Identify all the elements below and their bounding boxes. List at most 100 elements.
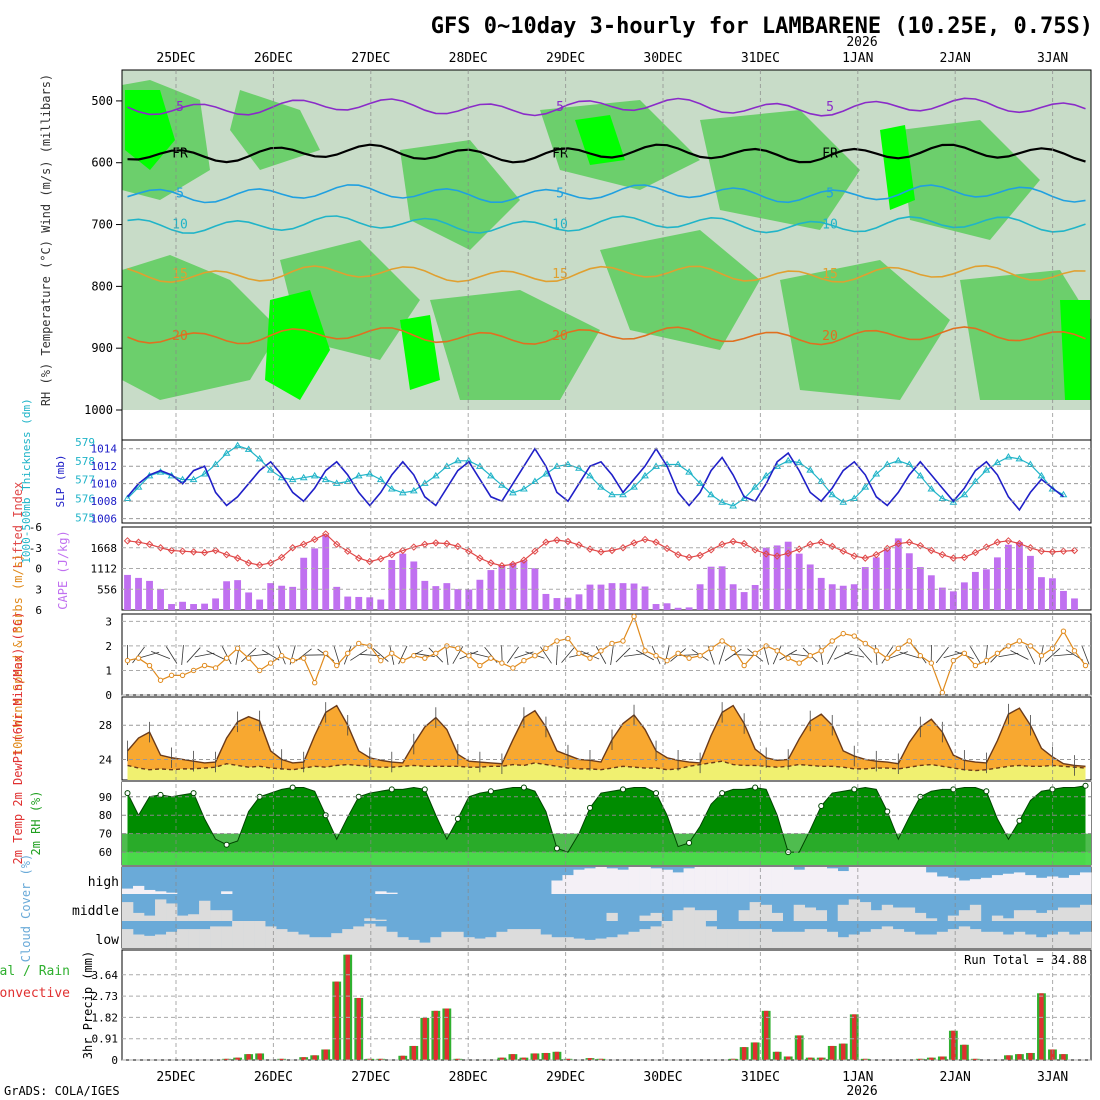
cloud-clear-cell <box>925 918 938 921</box>
cloud-clear-cell <box>881 867 894 894</box>
cloud-clear-cell <box>782 931 794 948</box>
wind-speed-line <box>127 614 1086 695</box>
wind-barb <box>1053 653 1074 657</box>
wind-barb <box>595 646 607 664</box>
cloud-clear-cell <box>551 880 563 894</box>
cloud-clear-cell <box>969 904 982 921</box>
wind-tick-label: 3 <box>105 615 112 628</box>
cape-bar <box>971 571 979 610</box>
cape-ylabel: CAPE (J/kg) <box>56 530 70 609</box>
wind-speed-marker <box>168 672 175 679</box>
cloud-clear-cell <box>694 921 706 948</box>
cloud-clear-cell <box>1079 904 1092 921</box>
rh-area-7 <box>600 230 760 350</box>
wind-speed-marker <box>135 655 142 661</box>
precip-convective-bar <box>940 1056 945 1060</box>
precip-convective-bar <box>808 1057 813 1060</box>
wind-barb <box>724 648 742 662</box>
surface-gap <box>122 410 1091 440</box>
rh-bright-area-1 <box>265 290 330 400</box>
cloud-clear-cell <box>859 931 872 948</box>
wind-speed-marker <box>884 655 890 661</box>
cloud-clear-cell <box>694 910 706 921</box>
li-marker <box>872 550 880 559</box>
li-marker <box>299 540 308 548</box>
li-marker <box>740 539 748 548</box>
cape-bar <box>542 593 550 610</box>
li-marker <box>982 543 991 551</box>
cloud-clear-cell <box>243 921 255 948</box>
isotherm-line-2 <box>127 184 1086 204</box>
wind-speed-marker <box>983 657 990 664</box>
li-marker <box>773 552 781 560</box>
cloud-clear-cell <box>199 929 211 948</box>
rh2m-marker <box>289 784 296 791</box>
rh2m-marker <box>653 790 660 797</box>
upper-air-panel: 5 5 5 FR FR FR 5 5 5 10 10 10 15 15 15 20 20 20 500 600 700 8… <box>39 69 1092 441</box>
cloud-clear-cell <box>683 868 695 894</box>
cape-bar <box>465 589 473 610</box>
wind-barb <box>789 653 810 657</box>
cape-bar <box>509 562 517 610</box>
wind-barb <box>540 646 552 664</box>
li-marker <box>454 542 462 551</box>
cape-bar <box>916 567 924 610</box>
li-marker <box>244 559 253 567</box>
cloud-clear-cell <box>760 867 772 894</box>
cloud-clear-cell <box>133 885 145 894</box>
cloud-clear-cell <box>155 891 167 894</box>
wind-barb <box>414 653 435 657</box>
cloud-clear-cell <box>584 939 596 948</box>
rh2m-marker <box>157 791 164 798</box>
li-marker <box>156 544 165 552</box>
cloud-clear-cell <box>694 867 706 894</box>
isotherm-label-0-2: 5 <box>826 100 834 115</box>
cloud-clear-cell <box>903 931 916 948</box>
thickness-tick-label: 575 <box>75 511 95 524</box>
cloud-clear-cell <box>1024 934 1037 948</box>
day-label-bottom: 1JAN <box>842 1070 873 1085</box>
cape-bar <box>608 583 616 610</box>
wind-speed-marker <box>1071 648 1078 654</box>
wind-tick-label: 1 <box>105 664 112 677</box>
li-marker <box>905 538 914 546</box>
wind-speed-marker <box>609 640 615 647</box>
cloud-clear-cell <box>749 902 761 921</box>
wind-speed-marker <box>730 645 736 652</box>
cloud-clear-cell <box>1002 918 1015 921</box>
cloud-clear-cell <box>793 869 806 894</box>
wind-speed-marker <box>433 650 439 656</box>
thickness-tick-label: 576 <box>75 492 95 505</box>
wind-ylabel: 10m Wind Speed & Barbs (m/s) <box>11 554 25 756</box>
wind-barb <box>969 646 981 664</box>
cloud-clear-cell <box>661 921 673 948</box>
precip-convective-bar <box>852 1014 857 1060</box>
cape-bar <box>938 587 946 610</box>
cloud-clear-cell <box>1057 931 1070 948</box>
li-marker <box>839 547 847 555</box>
isotherm-label-0-0: 5 <box>176 100 184 115</box>
li-marker <box>310 535 319 544</box>
li-tick-label: 6 <box>35 604 42 617</box>
rh2m-tick-label: 60 <box>99 846 112 859</box>
thickness-marker <box>266 466 275 473</box>
precip-convective-bar <box>587 1058 593 1060</box>
cloud-clear-cell <box>386 892 398 894</box>
precip-convective-bar <box>224 1058 229 1060</box>
cape-bar <box>597 584 605 610</box>
wind-barb <box>372 648 389 662</box>
li-marker <box>597 548 605 556</box>
slp-line <box>126 447 1064 512</box>
cape-bar <box>124 574 131 610</box>
cloud-clear-cell <box>639 915 651 921</box>
li-marker <box>255 561 264 569</box>
li-marker <box>1026 544 1035 552</box>
cloud-clear-cell <box>595 938 607 948</box>
precip-convective-bar <box>962 1044 967 1060</box>
precip-convective-bar <box>312 1055 317 1060</box>
precip-convective-bar <box>1028 1052 1033 1060</box>
li-marker <box>762 550 770 558</box>
precip-convective-bar <box>951 1030 956 1060</box>
wind-speed-marker <box>466 653 472 659</box>
li-marker <box>641 535 649 544</box>
